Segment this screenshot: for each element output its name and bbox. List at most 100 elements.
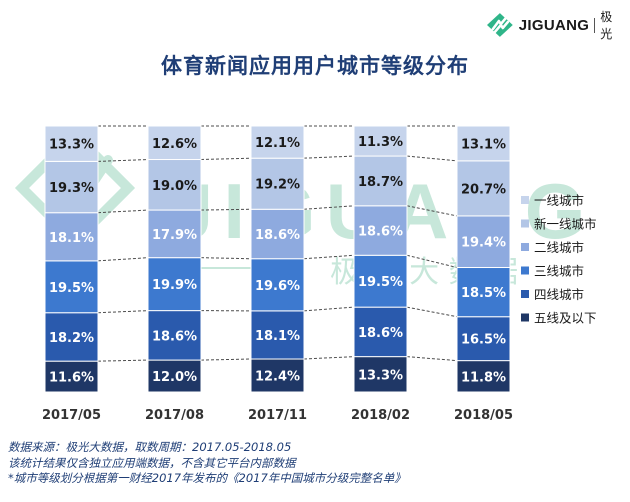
data-label: 13.3% xyxy=(49,138,94,153)
data-label: 19.9% xyxy=(152,278,197,293)
bar-segment xyxy=(353,306,408,358)
bar-segment xyxy=(44,125,99,162)
x-tick-label: 2017/11 xyxy=(248,408,307,423)
source-note: 数据来源：极光大数据，取数周期：2017.05-2018.05 xyxy=(8,440,292,454)
data-label: 13.3% xyxy=(358,368,403,383)
legend-swatch xyxy=(521,243,529,251)
data-label: 19.0% xyxy=(152,179,197,194)
connector-line xyxy=(303,254,355,260)
bar-segment xyxy=(147,257,202,312)
connector-line xyxy=(406,356,458,362)
jiguang-logo: JIGUANG 极光 xyxy=(486,10,624,41)
footnotes: 数据来源：极光大数据，取数周期：2017.05-2018.05 该统计结果仅含独… xyxy=(8,440,628,487)
connector-line xyxy=(97,257,149,262)
bar-segment xyxy=(456,215,511,269)
bar-segment xyxy=(44,312,99,362)
chart-title: 体育新闻应用用户城市等级分布 xyxy=(161,54,469,78)
connector-lines xyxy=(97,125,458,362)
bar-segment xyxy=(44,212,99,262)
data-label: 19.5% xyxy=(358,275,403,290)
data-label: 19.3% xyxy=(49,181,94,196)
legend-swatch xyxy=(521,196,529,204)
logo-brand-text: JIGUANG xyxy=(518,16,590,34)
bar-segment xyxy=(147,359,202,393)
data-label: 12.0% xyxy=(152,370,197,385)
data-label: 12.6% xyxy=(152,137,197,152)
data-label: 19.5% xyxy=(49,281,94,296)
data-label: 16.5% xyxy=(461,333,506,348)
connector-line xyxy=(303,306,355,312)
x-tick-label: 2017/08 xyxy=(145,408,204,423)
connector-line xyxy=(200,257,252,260)
connector-line xyxy=(406,254,458,268)
connector-line xyxy=(303,356,355,360)
legend-label: 三线城市 xyxy=(534,264,584,279)
bar-segment xyxy=(456,160,511,217)
jiguang-logo-icon xyxy=(486,13,513,37)
data-label: 19.2% xyxy=(255,178,300,193)
logo-cn-text: 极光 xyxy=(600,10,613,41)
stacked-bar-chart: JIGUANG 极 光 大 数 据 11.6%18.2%19.5%18.1%19… xyxy=(14,125,597,423)
bar-segment xyxy=(456,125,511,162)
data-label: 18.7% xyxy=(358,175,403,190)
connector-line xyxy=(303,205,355,210)
legend-swatch xyxy=(521,313,529,322)
data-label: 18.2% xyxy=(49,331,94,346)
legend-label: 新一线城市 xyxy=(534,217,597,232)
scope-note: 该统计结果仅含独立应用端数据，不含其它平台内部数据 xyxy=(8,455,296,470)
data-label: 18.6% xyxy=(255,228,300,243)
bar-segment xyxy=(250,125,305,159)
connector-line xyxy=(200,157,252,161)
data-label: 13.1% xyxy=(461,137,506,152)
connector-line xyxy=(97,159,149,162)
data-label: 11.8% xyxy=(461,370,506,385)
bar-segment xyxy=(353,205,408,256)
connector-line xyxy=(200,358,252,361)
bar-segment xyxy=(250,258,305,312)
bar-segment xyxy=(147,310,202,361)
legend-swatch xyxy=(521,290,529,298)
connector-line xyxy=(406,155,458,162)
legend-label: 一线城市 xyxy=(534,193,584,208)
bar-segment xyxy=(147,159,202,211)
connector-line xyxy=(406,205,458,217)
connector-line xyxy=(200,208,252,211)
data-label: 18.6% xyxy=(152,329,197,344)
bar-segment xyxy=(456,267,511,318)
x-axis-labels: 2017/05 2017/08 2017/11 2018/02 2018/05 xyxy=(42,408,513,423)
connector-line xyxy=(97,310,149,314)
bar-segment xyxy=(250,157,305,210)
legend-label: 二线城市 xyxy=(534,240,584,255)
data-label: 19.4% xyxy=(461,236,506,251)
data-label: 20.7% xyxy=(461,182,506,197)
x-tick-label: 2018/02 xyxy=(351,408,410,423)
bar-segment xyxy=(44,360,99,393)
data-label: 17.9% xyxy=(152,228,197,243)
legend-swatch xyxy=(521,266,529,275)
bar-segment xyxy=(353,155,408,207)
data-label: 12.1% xyxy=(255,136,300,151)
legend-label: 五线及以下 xyxy=(534,311,597,326)
data-label: 11.6% xyxy=(49,371,94,386)
x-tick-label: 2017/05 xyxy=(42,408,101,423)
legend-swatch xyxy=(521,219,529,228)
data-label: 18.1% xyxy=(255,329,300,344)
connector-line xyxy=(97,209,149,214)
data-label: 18.5% xyxy=(461,286,506,301)
data-label: 18.6% xyxy=(358,326,403,341)
legend-label: 四线城市 xyxy=(534,287,584,302)
bar-segment xyxy=(250,358,305,393)
bar-segment xyxy=(250,310,305,360)
tier-definition-note: *城市等级划分根据第一财经2017年发布的《2017年中国城市分级完整名单》 xyxy=(8,471,406,485)
bar-segment xyxy=(353,254,408,308)
bar-segment xyxy=(353,125,408,157)
data-label: 12.4% xyxy=(255,370,300,385)
connector-line xyxy=(97,359,149,362)
x-tick-label: 2018/05 xyxy=(454,408,513,423)
connector-line xyxy=(406,306,458,318)
bars-layer: 11.6% 18.2% 19.5% 18.1% 19.3% 13.3% 12.0% 18.6%… xyxy=(44,125,511,393)
bar-segment xyxy=(250,208,305,260)
data-label: 19.6% xyxy=(255,279,300,294)
data-label: 18.1% xyxy=(49,231,94,246)
